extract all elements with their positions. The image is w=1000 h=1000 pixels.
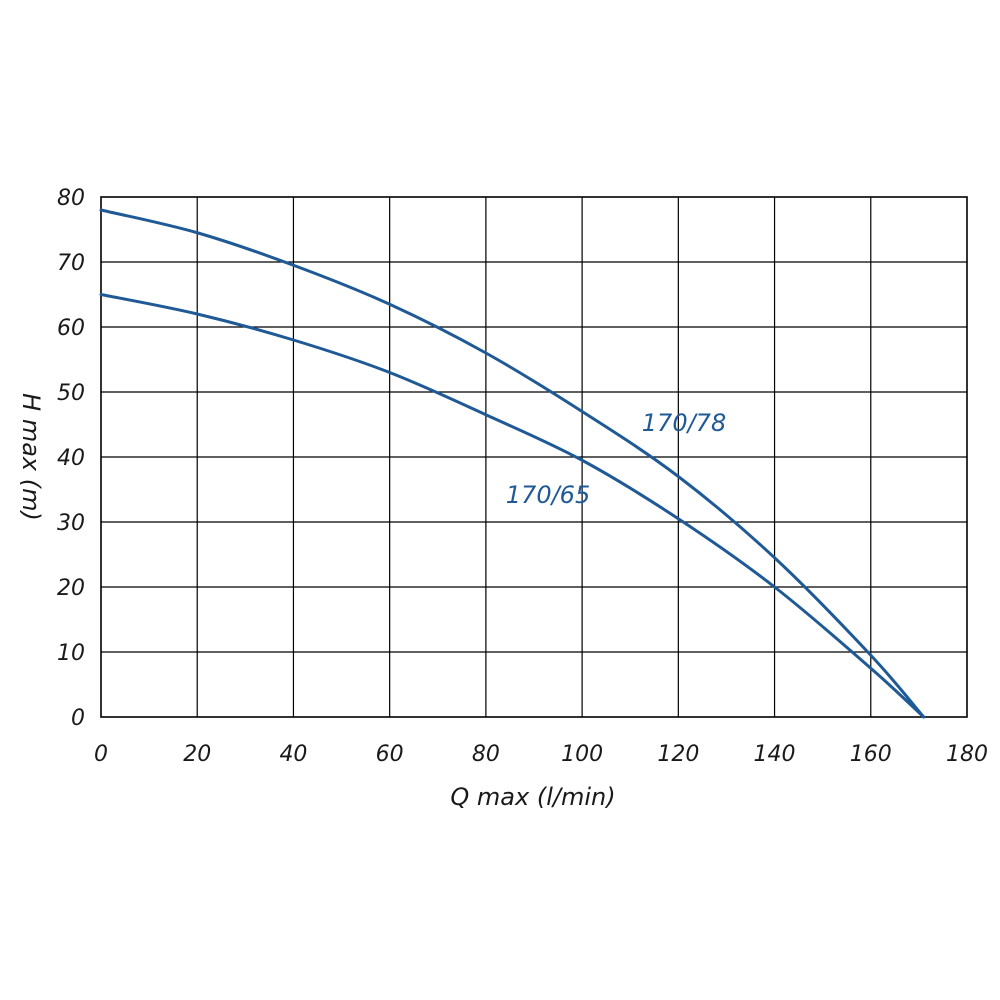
y-tick-label: 70 (57, 251, 85, 276)
y-tick-label: 10 (57, 641, 85, 666)
x-tick-labels: 0 20 40 60 80 100 120 140 160 180 (94, 742, 988, 767)
series-lines (99, 208, 926, 719)
y-tick-label: 50 (57, 381, 85, 406)
x-tick-label: 180 (946, 742, 988, 767)
x-tick-label: 140 (754, 742, 796, 767)
y-tick-label: 80 (57, 186, 85, 211)
y-tick-label: 30 (57, 511, 85, 536)
series-line-170-78 (99, 208, 926, 719)
y-tick-label: 0 (71, 706, 85, 731)
x-tick-label: 60 (376, 742, 404, 767)
y-axis-title: H max (m) (17, 393, 45, 521)
x-tick-label: 0 (94, 742, 108, 767)
series-line-170-65 (99, 293, 926, 719)
plot-frame (100, 196, 968, 718)
x-tick-label: 80 (472, 742, 500, 767)
x-tick-label: 160 (850, 742, 892, 767)
x-tick-label: 100 (561, 742, 603, 767)
y-tick-labels: 0 10 20 30 40 50 60 70 80 (57, 186, 85, 731)
y-tick-label: 60 (57, 316, 85, 341)
grid (101, 197, 967, 717)
series-label-170-65: 170/65 (506, 481, 590, 509)
x-tick-label: 40 (279, 742, 307, 767)
y-tick-label: 20 (57, 576, 85, 601)
x-axis-title: Q max (l/min) (450, 783, 615, 811)
x-tick-label: 20 (183, 742, 211, 767)
series-label-170-78: 170/78 (642, 409, 726, 437)
y-tick-label: 40 (57, 446, 85, 471)
x-tick-label: 120 (657, 742, 699, 767)
